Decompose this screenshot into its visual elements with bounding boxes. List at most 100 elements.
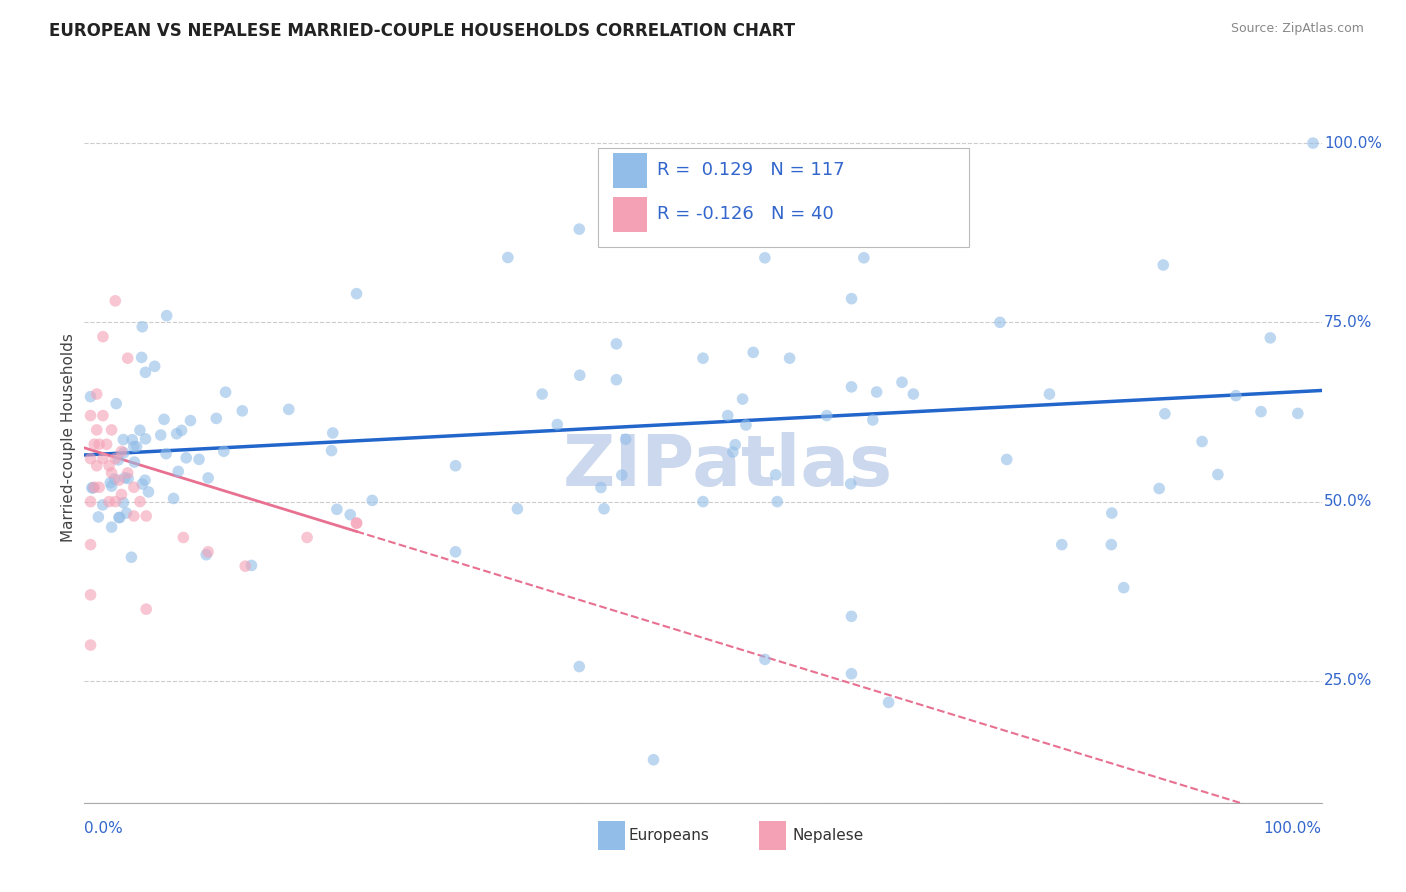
Point bbox=[100, 423, 122, 437]
Point bbox=[153, 412, 176, 426]
Point bbox=[1206, 467, 1229, 482]
Point bbox=[1038, 387, 1060, 401]
Point bbox=[506, 501, 529, 516]
Point bbox=[995, 452, 1018, 467]
Point bbox=[131, 477, 153, 491]
Point bbox=[1112, 581, 1135, 595]
Point bbox=[1050, 538, 1073, 552]
Point bbox=[115, 506, 138, 520]
Point bbox=[112, 446, 135, 460]
Point bbox=[104, 293, 127, 308]
Point bbox=[134, 365, 156, 379]
Point bbox=[120, 550, 142, 565]
Point bbox=[79, 494, 101, 508]
Point bbox=[197, 471, 219, 485]
Point bbox=[841, 609, 863, 624]
Point bbox=[135, 602, 157, 616]
Point bbox=[735, 417, 758, 432]
Point bbox=[852, 251, 875, 265]
Point bbox=[162, 491, 184, 506]
Point bbox=[86, 458, 108, 473]
Point bbox=[212, 444, 235, 458]
Point bbox=[496, 251, 519, 265]
Point bbox=[122, 480, 145, 494]
Point bbox=[104, 451, 127, 466]
Point bbox=[295, 531, 318, 545]
Point bbox=[568, 368, 591, 383]
Point bbox=[83, 437, 105, 451]
Point bbox=[891, 376, 914, 390]
Point bbox=[731, 392, 754, 406]
Point bbox=[96, 437, 118, 451]
Text: Source: ZipAtlas.com: Source: ZipAtlas.com bbox=[1230, 22, 1364, 36]
Text: 0.0%: 0.0% bbox=[84, 821, 124, 836]
Point bbox=[83, 480, 105, 494]
Point bbox=[122, 440, 145, 454]
Point bbox=[172, 531, 194, 545]
Point bbox=[134, 473, 156, 487]
Point bbox=[89, 437, 111, 451]
Point bbox=[105, 397, 128, 411]
Bar bbox=[598, 821, 626, 850]
Text: 75.0%: 75.0% bbox=[1324, 315, 1372, 330]
Point bbox=[80, 481, 103, 495]
Point bbox=[91, 498, 114, 512]
Point bbox=[205, 411, 228, 425]
Point bbox=[742, 345, 765, 359]
Point bbox=[79, 409, 101, 423]
FancyBboxPatch shape bbox=[598, 148, 969, 247]
Point bbox=[104, 494, 127, 508]
Point bbox=[79, 390, 101, 404]
Point bbox=[546, 417, 568, 432]
Point bbox=[643, 753, 665, 767]
Bar bbox=[759, 821, 786, 850]
Point bbox=[87, 510, 110, 524]
Point bbox=[233, 559, 256, 574]
Point bbox=[125, 440, 148, 454]
Point bbox=[107, 453, 129, 467]
Point bbox=[131, 351, 153, 365]
Point bbox=[568, 659, 591, 673]
Point bbox=[112, 433, 135, 447]
Point bbox=[877, 695, 900, 709]
Point bbox=[815, 409, 838, 423]
Point bbox=[170, 424, 193, 438]
Point bbox=[100, 479, 122, 493]
Point bbox=[117, 466, 139, 480]
Point bbox=[717, 409, 740, 423]
Point bbox=[117, 351, 139, 366]
Point bbox=[143, 359, 166, 374]
Point bbox=[100, 520, 122, 534]
Point bbox=[444, 545, 467, 559]
Point bbox=[1286, 406, 1309, 420]
Point bbox=[841, 666, 863, 681]
Text: Europeans: Europeans bbox=[628, 828, 710, 843]
Point bbox=[91, 451, 114, 466]
Point bbox=[98, 475, 121, 490]
Point bbox=[86, 423, 108, 437]
Point bbox=[214, 385, 236, 400]
Point bbox=[1225, 389, 1247, 403]
Point bbox=[121, 433, 143, 447]
Point bbox=[593, 501, 616, 516]
Point bbox=[754, 652, 776, 666]
Point bbox=[197, 545, 219, 559]
Point bbox=[79, 538, 101, 552]
Text: ZIPatlas: ZIPatlas bbox=[562, 432, 893, 500]
Point bbox=[531, 387, 554, 401]
Point bbox=[1101, 506, 1123, 520]
Bar bbox=[613, 153, 647, 188]
Point bbox=[339, 508, 361, 522]
Point bbox=[841, 380, 863, 394]
Point bbox=[110, 444, 132, 458]
Point bbox=[361, 493, 384, 508]
Point bbox=[866, 384, 889, 399]
Point bbox=[174, 450, 197, 465]
Point bbox=[117, 472, 139, 486]
Point bbox=[322, 425, 344, 440]
Point bbox=[91, 409, 114, 423]
Point bbox=[1258, 331, 1281, 345]
Point bbox=[655, 208, 678, 222]
Point bbox=[89, 480, 111, 494]
Point bbox=[766, 494, 789, 508]
